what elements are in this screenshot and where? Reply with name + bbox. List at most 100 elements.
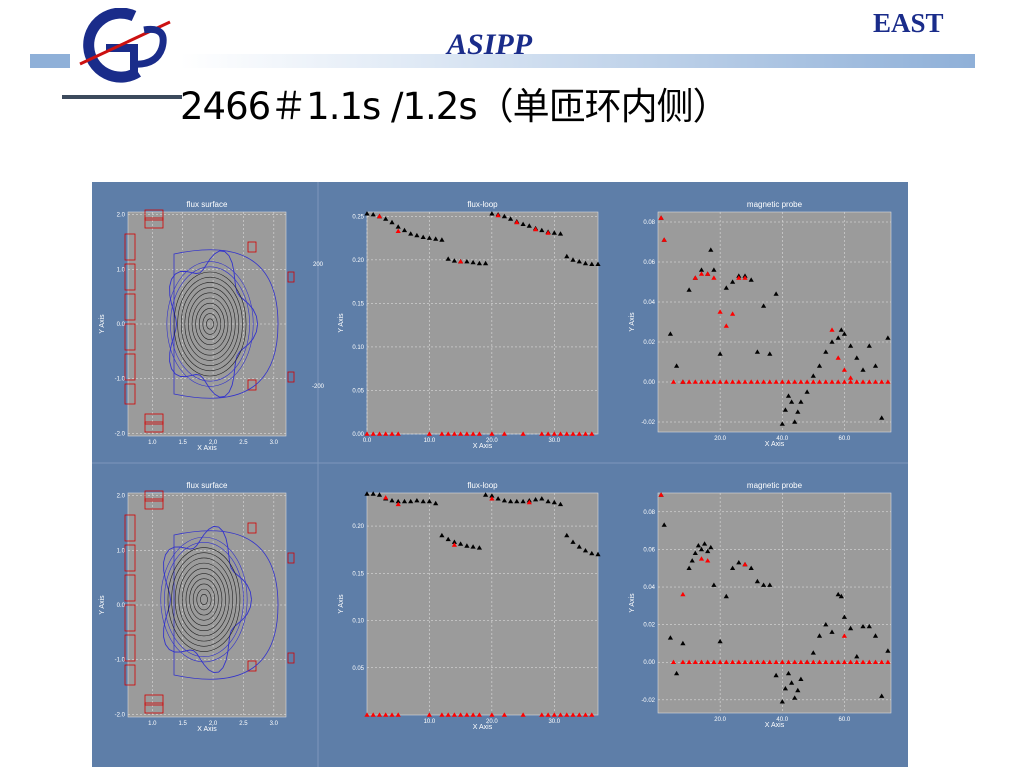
row1-magnetic-probe-fitted-point bbox=[661, 237, 667, 242]
row2-flux-loop-measured-point bbox=[576, 544, 582, 549]
row1-flux-loop-xtick: 30.0 bbox=[548, 438, 560, 444]
row2-flux-loop-fitted-baseline-point bbox=[451, 712, 457, 717]
row2-magnetic-probe-plot-area bbox=[657, 492, 892, 714]
row2-magnetic-probe-fitted-baseline-point bbox=[848, 659, 854, 664]
row2-magnetic-probe-fitted-baseline-point bbox=[692, 659, 698, 664]
row1-magnetic-probe-fitted-baseline-point bbox=[885, 379, 891, 384]
row1-magnetic-probe-fitted-baseline-point bbox=[829, 379, 835, 384]
row1-magnetic-probe-fitted-baseline-point bbox=[835, 379, 841, 384]
row2-flux-loop-fitted-baseline-point bbox=[389, 712, 395, 717]
row1-magnetic-probe-measured-point bbox=[785, 393, 792, 398]
brand-east: EAST bbox=[873, 8, 944, 38]
row1-flux-surface-flux-contour bbox=[177, 276, 243, 372]
row2-magnetic-probe-measured-point bbox=[730, 565, 736, 570]
row2-magnetic-probe-fitted-point bbox=[742, 561, 748, 567]
row1-flux-loop-measured-point bbox=[395, 224, 401, 229]
row1-magnetic-probe-measured-point bbox=[767, 351, 773, 356]
row2-magnetic-probe-fitted-baseline-point bbox=[792, 659, 798, 664]
row2-flux-loop-fitted-baseline-point bbox=[470, 712, 476, 717]
row2-magnetic-probe-measured-point bbox=[695, 543, 701, 548]
row2-flux-loop-measured-point bbox=[470, 544, 476, 549]
row1-magnetic-probe-measured-point bbox=[838, 327, 844, 332]
row2-flux-surface-coil-outline bbox=[287, 652, 295, 664]
row2-flux-loop-xtick: 30.0 bbox=[548, 719, 560, 725]
row2-magnetic-probe-fitted-point bbox=[698, 556, 705, 561]
row1-flux-loop-measured-point bbox=[595, 261, 601, 266]
row1-flux-loop-fitted-point bbox=[376, 213, 383, 219]
row2-flux-loop-measured-point bbox=[564, 532, 570, 538]
row1-flux-surface-coil-outline bbox=[247, 241, 257, 253]
row2-flux-surface-flux-contour bbox=[164, 542, 244, 658]
row1-flux-surface-xlabel: X Axis bbox=[197, 445, 217, 452]
row2-magnetic-probe-measured-point bbox=[667, 635, 673, 640]
row2-flux-loop-ytick: 0.15 bbox=[352, 571, 364, 577]
row2-magnetic-probe-fitted-baseline-point bbox=[773, 659, 779, 664]
row1-flux-loop-measured-point bbox=[383, 216, 389, 221]
row2-magnetic-probe-fitted-baseline-point bbox=[779, 659, 785, 664]
row1-magnetic-probe-fitted-baseline-point bbox=[779, 379, 785, 384]
row2-flux-surface-flux-contour bbox=[189, 578, 219, 621]
row1-flux-loop-fitted-baseline-point bbox=[551, 431, 557, 436]
row1-flux-loop-fitted-baseline-point bbox=[426, 431, 432, 436]
row2-flux-loop-measured-point bbox=[401, 498, 408, 504]
row2-flux-loop-fitted-baseline-point bbox=[376, 712, 383, 717]
row1-flux-loop-ylabel: Y Axis bbox=[338, 313, 345, 333]
institute-name: ASIPP bbox=[447, 28, 533, 61]
row1-flux-surface-coil-outline bbox=[287, 371, 295, 383]
row1-flux-surface-ytick: 1.0 bbox=[117, 267, 126, 273]
row2-magnetic-probe-fitted-baseline-point bbox=[872, 659, 879, 664]
row2-flux-loop-fitted-baseline-point bbox=[476, 712, 482, 717]
row1-flux-surface-coil-outline bbox=[144, 413, 164, 425]
row2-flux-loop-fitted-baseline-point bbox=[570, 712, 576, 717]
row1-flux-loop-measured-point bbox=[433, 236, 439, 241]
row1-magnetic-probe-fitted-baseline-point bbox=[680, 379, 686, 384]
header-bar-left bbox=[30, 54, 70, 68]
row1-flux-surface-plot-area bbox=[127, 211, 287, 437]
row1-flux-surface-flux-contour bbox=[173, 271, 247, 377]
row2-flux-surface-title: flux surface bbox=[187, 481, 228, 490]
row1-flux-loop-fitted-baseline-point bbox=[570, 431, 576, 436]
row2-flux-surface-xtick: 1.0 bbox=[148, 721, 157, 727]
row2-magnetic-probe-measured-point bbox=[754, 578, 760, 584]
row2-magnetic-probe-xtick: 20.0 bbox=[714, 717, 726, 723]
row1-flux-loop-ytick: 0.20 bbox=[352, 258, 364, 264]
row2-magnetic-probe-measured-point bbox=[838, 593, 844, 599]
row1-magnetic-probe-fitted-baseline-point bbox=[717, 379, 723, 384]
row1-magnetic-probe-measured-point bbox=[866, 343, 872, 348]
row2-flux-surface-flux-contour bbox=[185, 573, 223, 626]
row1-flux-surface-ytick: 0.0 bbox=[117, 322, 126, 328]
row2-magnetic-probe-measured-point bbox=[879, 693, 885, 698]
row1-magnetic-probe-measured-point bbox=[698, 267, 705, 272]
row1-magnetic-probe-fitted-baseline-point bbox=[723, 379, 729, 384]
row1-magnetic-probe-fitted-point bbox=[829, 327, 835, 332]
row2-flux-surface-flux-contour bbox=[178, 562, 230, 637]
row2-flux-loop-measured-point bbox=[433, 500, 439, 506]
row1-flux-loop-measured-point bbox=[426, 235, 432, 240]
row2-magnetic-probe-measured-point bbox=[872, 633, 879, 638]
row2-flux-surface-ytick: 1.0 bbox=[117, 548, 126, 554]
row1-magnetic-probe-ylabel: Y Axis bbox=[629, 312, 636, 332]
row2-flux-loop-measured-point bbox=[458, 541, 464, 546]
row1-flux-surface-coil-outline bbox=[144, 421, 164, 433]
row1-magnetic-probe-xtick: 40.0 bbox=[776, 436, 788, 442]
row1-flux-surface-flux-contour bbox=[202, 313, 218, 335]
row1-flux-loop-measured-point bbox=[420, 234, 426, 239]
row2-magnetic-probe-fitted-baseline-point bbox=[742, 659, 748, 664]
row2-flux-loop-fitted-baseline-point bbox=[458, 712, 464, 717]
row1-magnetic-probe-fitted-point bbox=[742, 275, 748, 280]
row1-magnetic-probe-fitted-baseline-point bbox=[742, 379, 748, 384]
row2-magnetic-probe-measured-point bbox=[810, 650, 816, 655]
row1-magnetic-probe-fitted-baseline-point bbox=[841, 379, 847, 384]
row2-magnetic-probe-fitted-baseline-point bbox=[754, 659, 760, 664]
row1-flux-loop-fitted-baseline-point bbox=[389, 431, 395, 436]
row2-magnetic-probe-fitted-point bbox=[680, 591, 686, 597]
row1-flux-loop-fitted-baseline-point bbox=[576, 431, 582, 436]
row2-flux-loop-measured-point bbox=[414, 498, 420, 503]
row2-flux-loop-measured-point bbox=[395, 498, 401, 504]
row1-magnetic-probe-measured-point bbox=[848, 343, 854, 348]
row2-flux-loop-measured-point bbox=[501, 498, 507, 503]
row2-flux-loop-measured-point bbox=[439, 532, 445, 538]
row1-flux-loop-fitted-baseline-point bbox=[545, 431, 551, 436]
row2-flux-loop-ytick: 0.20 bbox=[352, 524, 364, 530]
row1-magnetic-probe-ytick: 0.04 bbox=[643, 300, 655, 306]
